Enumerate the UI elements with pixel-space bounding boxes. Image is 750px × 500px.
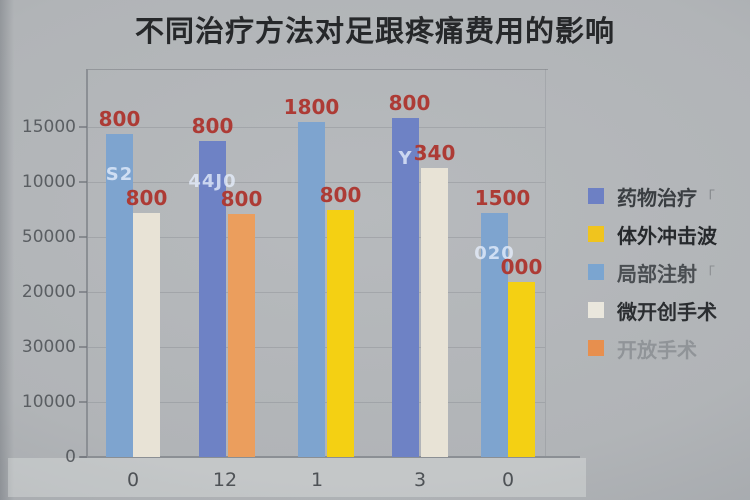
- bar-inner-label: 44J0: [188, 171, 237, 192]
- legend: 药物治疗「体外冲击波 局部注射「微开创手术 开放手术: [588, 177, 717, 367]
- bar-inner-label: Y: [398, 148, 413, 169]
- bar: [199, 141, 226, 457]
- x-tick-label: 3: [413, 469, 427, 491]
- y-tick-label: 15000: [21, 117, 76, 137]
- x-axis-line: [80, 456, 580, 458]
- legend-item: 药物治疗「: [588, 177, 717, 215]
- legend-item: 开放手术: [588, 329, 717, 367]
- y-tick-mark: [79, 236, 87, 238]
- legend-swatch: [588, 264, 604, 280]
- legend-swatch: [588, 188, 604, 204]
- bar: [228, 214, 255, 457]
- bar-value-label: 800: [220, 187, 263, 211]
- bar-value-label: 1500: [474, 186, 531, 210]
- legend-label: 体外冲击波: [617, 223, 717, 248]
- x-tick-label: 12: [212, 469, 238, 491]
- legend-label: 微开创手术: [617, 299, 717, 324]
- bar: [392, 118, 419, 457]
- chart-title: 不同治疗方法对足跟疼痛费用的影响: [134, 14, 615, 48]
- legend-item: 局部注射「: [588, 253, 717, 291]
- legend-label-suffix: 「: [700, 263, 716, 282]
- legend-item: 微开创手术: [588, 291, 717, 329]
- plot-top-border: [86, 69, 548, 70]
- legend-label: 药物治疗: [617, 185, 697, 210]
- x-axis-strip: [8, 458, 586, 497]
- y-tick-label: 10000: [21, 172, 76, 192]
- bar-value-label: 340: [413, 141, 456, 165]
- legend-label: 开放手术: [617, 337, 697, 362]
- y-tick-label: 20000: [21, 282, 76, 302]
- bar: [421, 168, 448, 457]
- x-tick-label: 1: [310, 469, 324, 491]
- bar-value-label: 800: [98, 107, 141, 131]
- legend-swatch: [588, 340, 604, 356]
- bar-value-label: 800: [319, 183, 362, 207]
- x-tick-label: 0: [126, 469, 140, 491]
- legend-label: 局部注射: [617, 261, 697, 286]
- x-tick-label: 0: [501, 469, 515, 491]
- bar: [133, 213, 160, 457]
- legend-item: 体外冲击波: [588, 215, 717, 253]
- bar-inner-label: 020: [474, 243, 515, 264]
- y-tick-mark: [79, 346, 87, 348]
- y-axis-line: [86, 69, 88, 458]
- y-tick-label: 50000: [21, 227, 76, 247]
- y-tick-label: 0: [65, 447, 76, 467]
- bar-value-label: 000: [500, 255, 543, 279]
- y-tick-mark: [79, 291, 87, 293]
- bar: [106, 134, 133, 457]
- y-tick-mark: [79, 401, 87, 403]
- bar-inner-label: S2: [105, 164, 134, 185]
- bar-value-label: 800: [125, 186, 168, 210]
- bar: [298, 122, 325, 457]
- y-tick-label: 10000: [21, 392, 76, 412]
- y-tick-label: 30000: [21, 337, 76, 357]
- legend-swatch: [588, 226, 604, 242]
- bar: [508, 282, 535, 457]
- y-tick-mark: [79, 181, 87, 183]
- bar-value-label: 1800: [283, 95, 340, 119]
- legend-swatch: [588, 302, 604, 318]
- bar: [481, 213, 508, 457]
- y-tick-mark: [79, 126, 87, 128]
- plot-right-border: [545, 69, 546, 457]
- legend-label-suffix: 「: [700, 187, 716, 206]
- bar: [327, 210, 354, 457]
- bar-value-label: 800: [191, 114, 234, 138]
- bar-value-label: 800: [388, 91, 431, 115]
- y-tick-mark: [79, 456, 87, 458]
